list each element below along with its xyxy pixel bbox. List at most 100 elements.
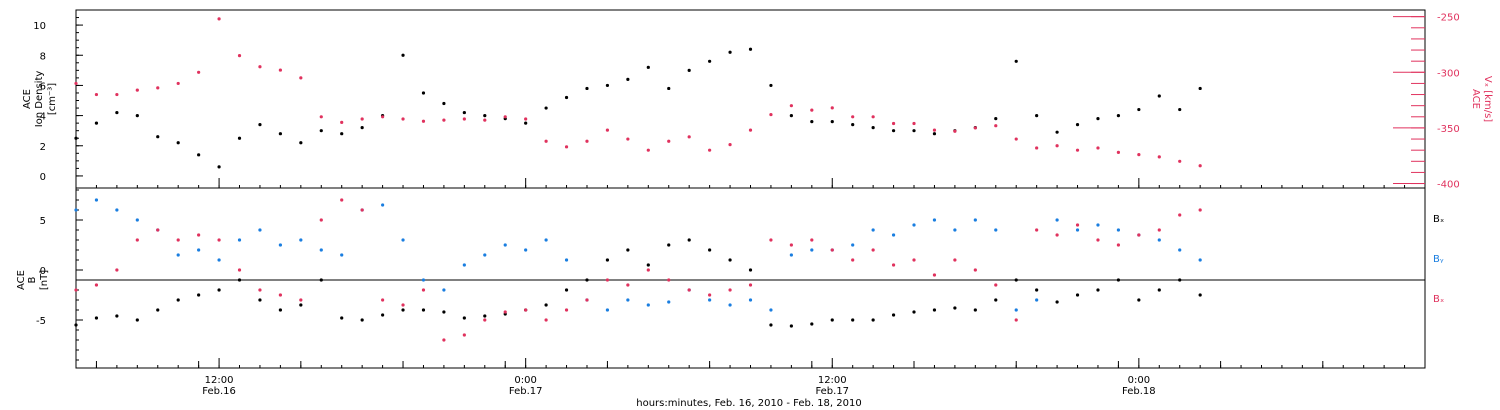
point-bx	[319, 278, 323, 282]
point-bx	[1137, 298, 1141, 302]
point-vx	[728, 143, 732, 147]
point-by	[380, 203, 385, 207]
point-vx	[810, 108, 814, 112]
point-vx	[891, 121, 896, 126]
point-ion-density	[360, 126, 364, 130]
point-by	[503, 243, 507, 247]
point-bx	[851, 318, 855, 322]
point-by	[197, 248, 201, 252]
point-ion-density	[1157, 94, 1161, 98]
point-by	[1157, 238, 1161, 242]
point-by	[319, 248, 323, 252]
point-ion-density	[728, 50, 732, 54]
point-bx	[891, 313, 896, 317]
point-bz	[1055, 233, 1059, 237]
legend-bz: Bₓ	[1433, 294, 1444, 305]
point-ion-density	[135, 113, 139, 118]
point-bx	[197, 293, 201, 297]
point-bz	[524, 308, 528, 312]
top-right-title-vx: Vₓ [km/s]	[1482, 76, 1493, 122]
point-by	[524, 248, 528, 252]
point-vx	[564, 145, 569, 149]
point-ion-density	[544, 106, 548, 110]
point-ion-density	[708, 59, 712, 63]
point-vx	[340, 120, 344, 124]
bottom-left-title-b: B	[27, 276, 38, 283]
point-vx	[1096, 146, 1100, 150]
point-ion-density	[1116, 113, 1121, 118]
bottom-left-title-units: [nT]	[39, 270, 50, 290]
point-ion-density	[237, 136, 242, 140]
point-vx	[871, 115, 875, 119]
top-data-points	[74, 17, 1202, 169]
point-bx	[1157, 288, 1161, 292]
point-ion-density	[748, 47, 753, 51]
top-right-title-ace: ACE	[1470, 89, 1481, 109]
point-ion-density	[197, 153, 201, 157]
point-vx	[319, 115, 323, 119]
point-vx	[585, 139, 589, 143]
point-bz	[299, 298, 303, 302]
point-bz	[708, 293, 712, 297]
point-bx	[340, 316, 344, 320]
legend-by: Bᵧ	[1433, 254, 1444, 265]
point-by	[769, 308, 773, 312]
point-by	[176, 253, 180, 257]
point-bz	[1075, 223, 1080, 227]
point-bx	[94, 316, 99, 320]
x-tick-label-date: Feb.17	[815, 386, 849, 397]
point-by	[217, 258, 221, 262]
point-vx	[708, 148, 712, 152]
point-bx	[401, 308, 405, 312]
point-vx	[1137, 153, 1141, 157]
point-ion-density	[442, 101, 446, 106]
point-ion-density	[769, 83, 773, 88]
point-ion-density	[1014, 59, 1018, 63]
point-vx	[197, 70, 201, 74]
point-by	[1096, 223, 1100, 227]
point-ion-density	[932, 132, 937, 136]
x-tick-label-time: 12:00	[818, 375, 847, 386]
point-vx	[1116, 150, 1121, 154]
point-bz	[421, 288, 426, 292]
bottom-left-tick-label: 5	[40, 216, 46, 227]
point-bx	[1014, 278, 1018, 282]
point-ion-density	[891, 129, 896, 133]
point-bx	[585, 278, 589, 282]
point-by	[1178, 248, 1182, 252]
top-right-tick-label: -400	[1437, 180, 1460, 191]
point-vx	[626, 137, 630, 141]
point-ion-density	[1075, 123, 1080, 127]
point-bx	[115, 314, 119, 318]
point-vx	[1178, 159, 1182, 163]
point-bx	[544, 303, 548, 307]
top-left-tick-label: 0	[40, 172, 46, 183]
point-by	[299, 238, 303, 242]
point-by	[278, 243, 282, 247]
point-bx	[646, 263, 650, 267]
point-vx	[74, 81, 78, 86]
point-bz	[667, 278, 671, 282]
point-bx	[299, 303, 303, 307]
point-by	[564, 258, 569, 262]
point-bx	[564, 288, 569, 292]
point-bz	[687, 288, 691, 292]
point-ion-density	[994, 117, 998, 121]
point-ion-density	[462, 110, 466, 115]
point-ion-density	[1198, 86, 1202, 91]
point-vx	[1075, 148, 1080, 152]
bottom-left-title-ace: ACE	[16, 270, 27, 290]
point-ion-density	[626, 77, 630, 81]
point-bx	[1096, 288, 1100, 292]
point-ion-density	[667, 86, 671, 91]
point-bz	[891, 263, 896, 267]
point-bx	[1055, 300, 1059, 304]
x-tick-label-date: Feb.18	[1122, 386, 1156, 397]
point-bz	[74, 288, 78, 292]
point-bx	[360, 318, 364, 322]
point-bz	[360, 208, 364, 212]
point-bx	[912, 310, 916, 314]
point-bz	[258, 288, 262, 292]
top-panel-frame	[75, 9, 1426, 189]
